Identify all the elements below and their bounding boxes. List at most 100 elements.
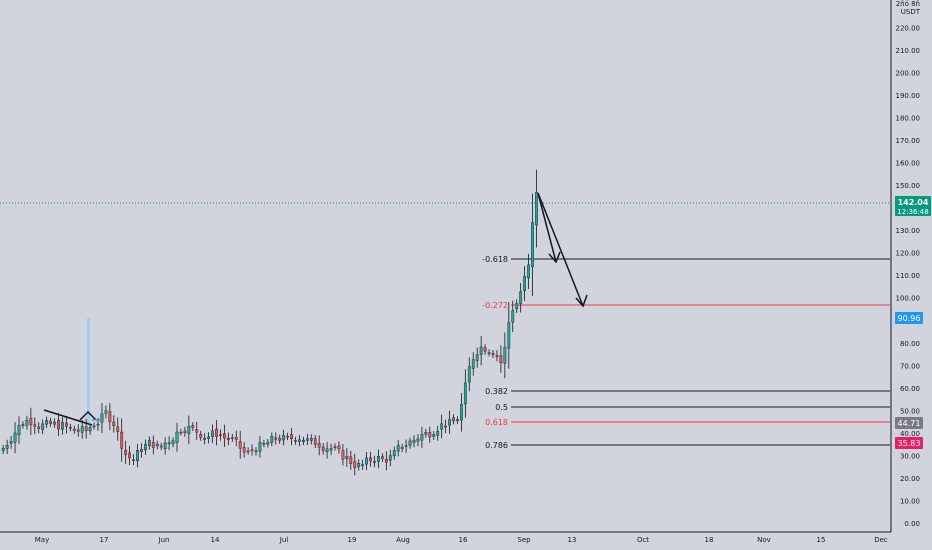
candle-up (96, 423, 100, 426)
price-tick-label: 80.00 (900, 340, 920, 348)
candle-up (487, 352, 491, 354)
time-tick-label: Jun (158, 536, 170, 544)
candle-down (452, 417, 455, 422)
candle-up (511, 310, 515, 323)
candle-up (207, 436, 210, 439)
candle-down (499, 355, 503, 363)
candle-up (396, 444, 400, 452)
candle-down (369, 457, 372, 462)
wedge-drawing-2[interactable] (79, 410, 97, 421)
candle-down (112, 421, 116, 426)
candle-down (199, 434, 203, 438)
price-badge-grey (895, 417, 923, 429)
candle-up (388, 455, 392, 461)
currency-label: USDT (901, 8, 921, 16)
candle-down (491, 353, 495, 355)
candle-up (136, 450, 139, 461)
down-arrow-long[interactable] (537, 192, 584, 307)
candle-up (266, 442, 270, 445)
candle-up (531, 222, 534, 268)
candle-down (84, 426, 88, 431)
time-tick-label: Nov (757, 536, 771, 544)
time-tick-label: 18 (705, 536, 714, 544)
candle-down (428, 432, 432, 438)
price-badge-pink (895, 437, 923, 449)
candle-up (258, 442, 262, 452)
candle-up (17, 425, 21, 436)
candle-up (203, 437, 207, 440)
candle-down (76, 429, 80, 432)
time-tick-labels: May 17 Jun 14 Jul 19 Aug 16 Sep 13 Oct 18 Nov 15 Dec (35, 536, 888, 544)
candle-up (1, 448, 5, 451)
trend-drawings[interactable] (43, 192, 588, 426)
candle-down (238, 441, 242, 449)
candle-up (515, 303, 519, 310)
price-tick-label: 40.00 (900, 430, 920, 438)
time-tick-label: Dec (874, 536, 888, 544)
candle-down (333, 446, 337, 448)
candle-down (128, 452, 131, 459)
candle-up (270, 436, 274, 443)
candle-up (416, 438, 420, 442)
price-axis[interactable]: 2ñó 8ñ USDT 220.00 210.00 200.00 190.00 180.… (890, 0, 932, 532)
down-arrow-short[interactable] (537, 192, 557, 263)
candle-up (325, 448, 329, 453)
time-axis[interactable]: May 17 Jun 14 Jul 19 Aug 16 Sep 13 Oct 18 Nov 15 Dec (0, 531, 891, 544)
candle-up (456, 419, 459, 421)
candle-up (475, 354, 479, 361)
candle-up (41, 423, 45, 430)
time-tick-label: 16 (459, 536, 468, 544)
wedge-drawing[interactable] (43, 409, 93, 426)
candle-down (72, 428, 76, 431)
candle-up (53, 421, 56, 425)
candle-up (392, 450, 396, 457)
candle-down (108, 411, 112, 422)
candle-up (286, 436, 289, 438)
price-tick-label: 190.00 (896, 92, 921, 100)
candle-up (147, 439, 151, 447)
down-arrow-long-head (575, 294, 588, 308)
candle-down (495, 355, 499, 357)
fib-label-382: 0.382 (485, 387, 508, 396)
candle-up (463, 382, 467, 405)
candle-up (5, 444, 9, 449)
candle-down (183, 430, 187, 434)
time-tick-label: Aug (396, 536, 410, 544)
price-tick-label: 50.00 (900, 407, 920, 415)
candle-up (535, 192, 538, 226)
candle-down (195, 429, 199, 433)
candle-up (282, 435, 286, 441)
candle-down (215, 428, 218, 437)
fibonacci-retracement[interactable]: -0.618 -0.272 0.382 0.5 0.618 0.786 (482, 255, 890, 450)
candle-down (400, 446, 404, 449)
candle-up (329, 448, 333, 451)
candle-up (527, 264, 530, 279)
candle-down (33, 424, 37, 427)
price-tick-label: 100.00 (896, 295, 921, 303)
candle-up (436, 431, 440, 436)
candle-up (440, 423, 444, 430)
candle-up (345, 455, 349, 460)
price-tick-label: 10.00 (900, 497, 920, 505)
candle-up (155, 443, 159, 447)
price-tick-label: 150.00 (896, 182, 921, 190)
candle-down (250, 449, 254, 451)
price-badge-blue (895, 312, 923, 324)
candle-up (448, 419, 451, 426)
candle-up (479, 346, 483, 355)
candle-down (219, 434, 222, 436)
candle-up (519, 291, 523, 304)
candle-up (45, 420, 49, 425)
price-tick-label: 20.00 (900, 475, 920, 483)
candle-up (302, 439, 305, 442)
candle-up (167, 442, 171, 445)
candle-up (175, 431, 179, 443)
time-tick-label: 13 (568, 536, 577, 544)
candle-down (179, 431, 183, 434)
candle-down (246, 450, 250, 453)
candle-down (29, 417, 33, 425)
candle-down (230, 437, 234, 439)
price-tick-label: 180.00 (896, 114, 921, 122)
candle-up (92, 425, 96, 428)
